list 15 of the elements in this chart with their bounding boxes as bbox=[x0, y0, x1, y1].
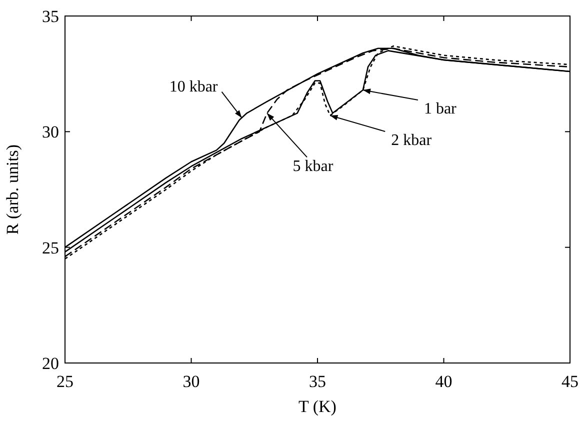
x-tick-label: 45 bbox=[562, 372, 578, 391]
y-tick-label: 35 bbox=[42, 6, 59, 26]
y-tick-label: 30 bbox=[42, 122, 59, 142]
x-axis-title: T (K) bbox=[298, 397, 336, 416]
annotation: 2 kbar bbox=[391, 132, 432, 150]
y-tick-label: 20 bbox=[42, 354, 59, 373]
x-tick-label: 30 bbox=[182, 372, 200, 391]
x-tick-label: 40 bbox=[435, 372, 452, 391]
annotation: 10 kbar bbox=[169, 78, 218, 96]
y-tick-label: 25 bbox=[42, 238, 59, 258]
annotation: 5 kbar bbox=[292, 158, 334, 175]
x-tick-label: 25 bbox=[56, 372, 74, 391]
x-tick-label: 35 bbox=[309, 372, 326, 391]
annotation: 1 bar bbox=[424, 100, 458, 118]
y-axis-title: R (arb. units) bbox=[3, 144, 22, 235]
